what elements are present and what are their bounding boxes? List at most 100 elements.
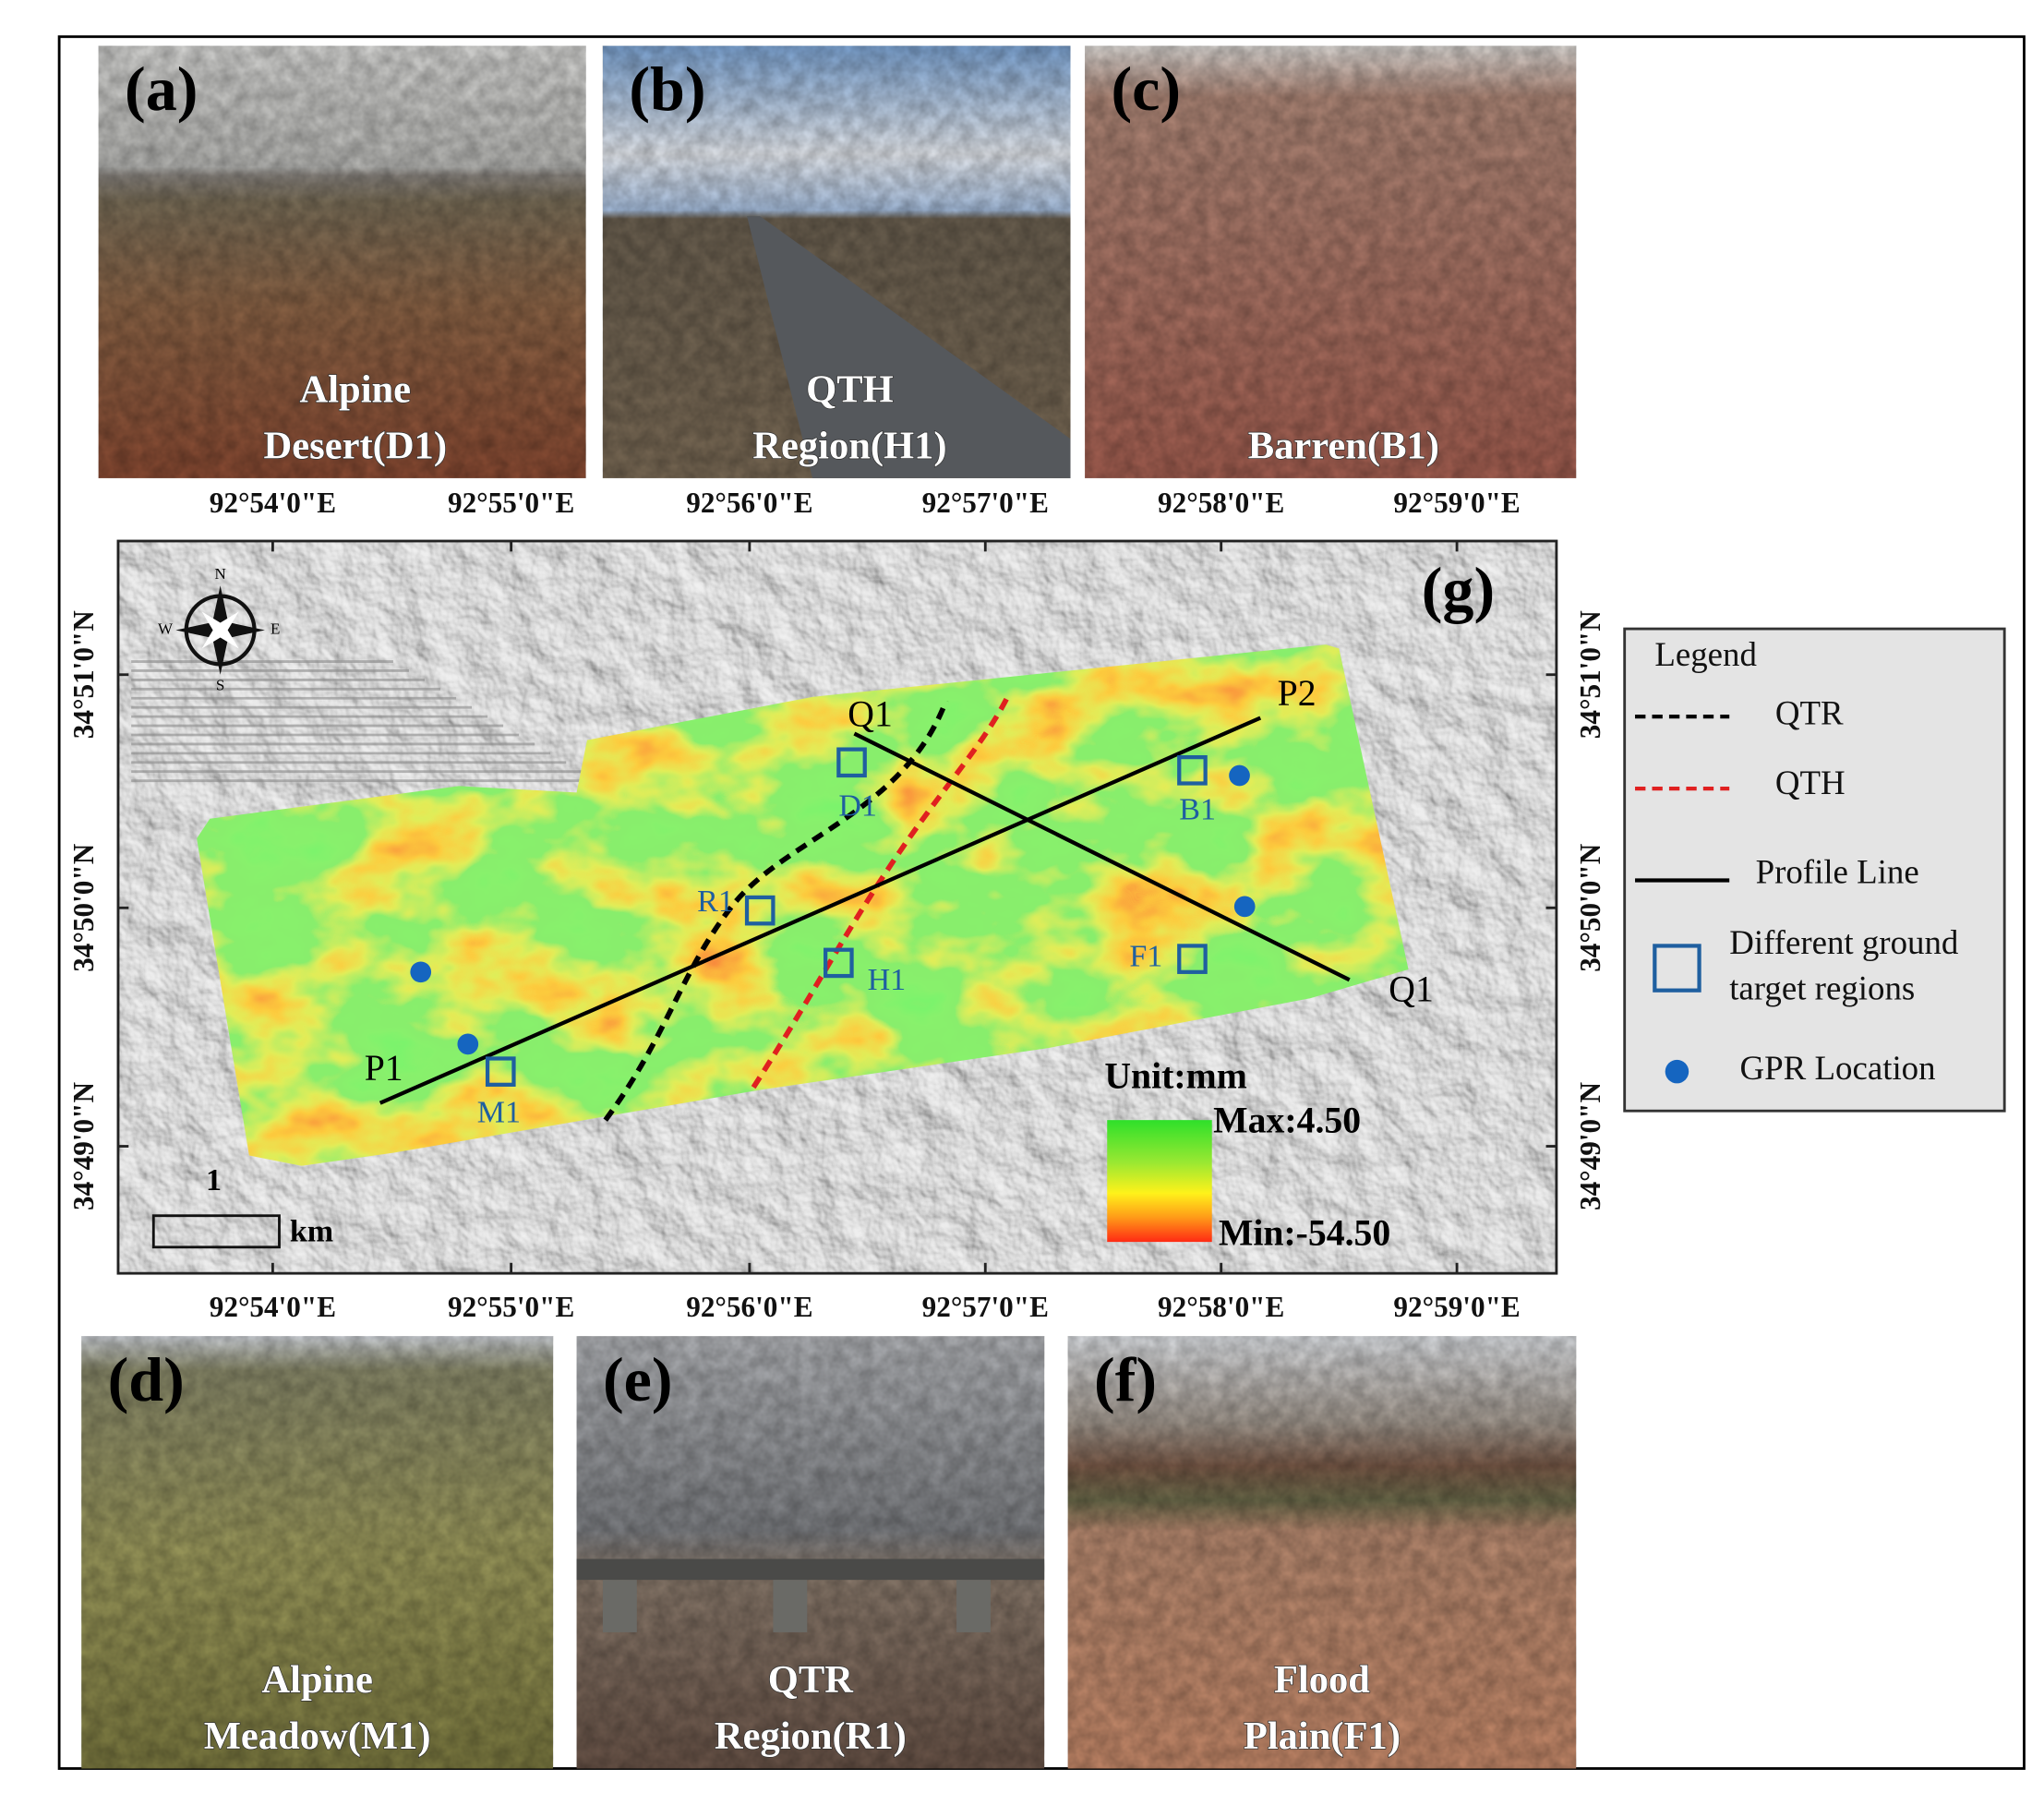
longitude-label: 92°55'0"E xyxy=(448,1291,574,1323)
target-region xyxy=(485,1056,516,1087)
compass-letter: N xyxy=(214,565,225,583)
legend-label: Different ground xyxy=(1729,923,1958,961)
photo-texture xyxy=(98,45,586,478)
bridge-pier xyxy=(602,1580,637,1632)
profile-label: Q1 xyxy=(1389,969,1434,1010)
colorbar-max: Max:4.50 xyxy=(1213,1101,1361,1141)
bridge-deck xyxy=(576,1558,1045,1581)
compass-letter: E xyxy=(271,620,280,637)
site-label: D1 xyxy=(838,788,877,823)
legend-label: QTH xyxy=(1775,764,1846,801)
compass-letter: W xyxy=(158,620,174,637)
longitude-label: 92°54'0"E xyxy=(210,1291,336,1323)
longitude-label: 92°59'0"E xyxy=(1393,487,1520,519)
qth-line xyxy=(751,692,1012,1089)
photo-panel: (f) Flood Plain(F1) xyxy=(1067,1336,1577,1769)
colorbar-title: Unit:mm xyxy=(1104,1055,1246,1096)
longitude-label: 92°55'0"E xyxy=(448,487,574,519)
gpr-location xyxy=(457,1033,479,1055)
panel-caption: Alpine xyxy=(299,367,411,411)
profile-line xyxy=(379,716,1262,1105)
site-label: H1 xyxy=(868,963,907,997)
latitude-label: 34°50'0"N xyxy=(1574,843,1606,971)
panel-caption: Region(R1) xyxy=(715,1715,907,1758)
profile-label: P2 xyxy=(1278,673,1317,714)
panel-caption: QTR xyxy=(768,1658,854,1702)
site-label: B1 xyxy=(1179,793,1216,827)
panel-caption: Meadow(M1) xyxy=(204,1715,431,1758)
latitude-label: 34°49'0"N xyxy=(1574,1082,1606,1210)
compass: N S W E xyxy=(158,565,280,694)
photo-panel: (e) QTR Region(R1) xyxy=(576,1336,1045,1769)
target-region xyxy=(836,747,867,778)
longitude-label: 92°56'0"E xyxy=(686,487,812,519)
panel-caption: Alpine xyxy=(261,1658,373,1702)
photo-texture xyxy=(1085,45,1577,478)
latitude-label: 34°51'0"N xyxy=(67,610,100,739)
profile-label: Q1 xyxy=(848,694,893,735)
panel-caption: Plain(F1) xyxy=(1244,1715,1401,1758)
bridge-pier xyxy=(773,1580,808,1632)
latitude-label: 34°50'0"N xyxy=(67,843,100,971)
photo-texture xyxy=(1067,1336,1577,1769)
gpr-location xyxy=(410,961,432,983)
photo-panel: (c) Barren(B1) xyxy=(1085,45,1577,478)
longitude-label: 92°59'0"E xyxy=(1393,1291,1520,1323)
compass-star xyxy=(201,611,239,649)
photo-texture xyxy=(576,1336,1045,1769)
target-region xyxy=(1177,754,1208,786)
legend-label: target regions xyxy=(1729,969,1915,1007)
panel-label: (e) xyxy=(603,1344,673,1414)
map: P1 P2 Q1 Q1 D1 B1 R1 H1 F1 M1 N S W E (g) Unit:mm Max:4.… xyxy=(116,539,1558,1275)
panel-label: (f) xyxy=(1094,1344,1157,1414)
photo-panel: (b) QTH Region(H1) xyxy=(602,45,1071,478)
legend: Legend QTR QTH Profile Line Different ground… xyxy=(1623,627,2006,1113)
target-region xyxy=(824,947,854,979)
longitude-label: 92°58'0"E xyxy=(1158,1291,1284,1323)
profile-line xyxy=(853,731,1351,982)
latitude-label: 34°51'0"N xyxy=(1574,610,1606,739)
bridge-pier xyxy=(956,1580,991,1632)
colorbar xyxy=(1107,1120,1212,1243)
legend-box xyxy=(1623,627,2006,1113)
road xyxy=(747,216,1071,478)
latitude-label: 34°49'0"N xyxy=(67,1082,100,1210)
scale-unit: km xyxy=(290,1214,333,1248)
panel-label: (a) xyxy=(125,54,198,124)
longitude-label: 92°58'0"E xyxy=(1158,487,1284,519)
panel-label: (d) xyxy=(108,1344,185,1414)
legend-label: GPR Location xyxy=(1740,1049,1936,1087)
gpr-location xyxy=(1233,896,1256,918)
scale-value: 1 xyxy=(206,1163,222,1197)
profile-label: P1 xyxy=(365,1048,403,1089)
scale-bar xyxy=(151,1214,281,1249)
gpr-location xyxy=(1229,764,1250,787)
site-label: F1 xyxy=(1129,939,1162,973)
panel-caption: QTH xyxy=(806,367,894,411)
target-region xyxy=(744,895,776,926)
panel-caption: Barren(B1) xyxy=(1248,424,1439,467)
legend-target xyxy=(1653,944,1701,993)
site-label: R1 xyxy=(697,884,734,919)
longitude-label: 92°56'0"E xyxy=(686,1291,812,1323)
panel-label: (b) xyxy=(629,54,705,124)
panel-caption: Desert(D1) xyxy=(264,424,447,467)
longitude-label: 92°54'0"E xyxy=(210,487,336,519)
photo-panel: (d) Alpine Meadow(M1) xyxy=(81,1336,554,1769)
photo-texture xyxy=(81,1336,554,1769)
map-label: (g) xyxy=(1422,554,1495,624)
photo-panel: (a) Alpine Desert(D1) xyxy=(98,45,586,478)
legend-title: Legend xyxy=(1654,635,1757,673)
colorbar-min: Min:-54.50 xyxy=(1219,1213,1390,1254)
panel-caption: Region(H1) xyxy=(752,424,946,467)
longitude-label: 92°57'0"E xyxy=(922,487,1049,519)
site-label: M1 xyxy=(477,1095,521,1129)
panel-label: (c) xyxy=(1111,54,1181,124)
target-region xyxy=(1177,944,1208,974)
legend-label: Profile Line xyxy=(1756,852,1919,890)
panel-caption: Flood xyxy=(1274,1658,1370,1702)
compass-letter: S xyxy=(216,676,224,693)
longitude-label: 92°57'0"E xyxy=(922,1291,1049,1323)
legend-label: QTR xyxy=(1775,694,1844,732)
